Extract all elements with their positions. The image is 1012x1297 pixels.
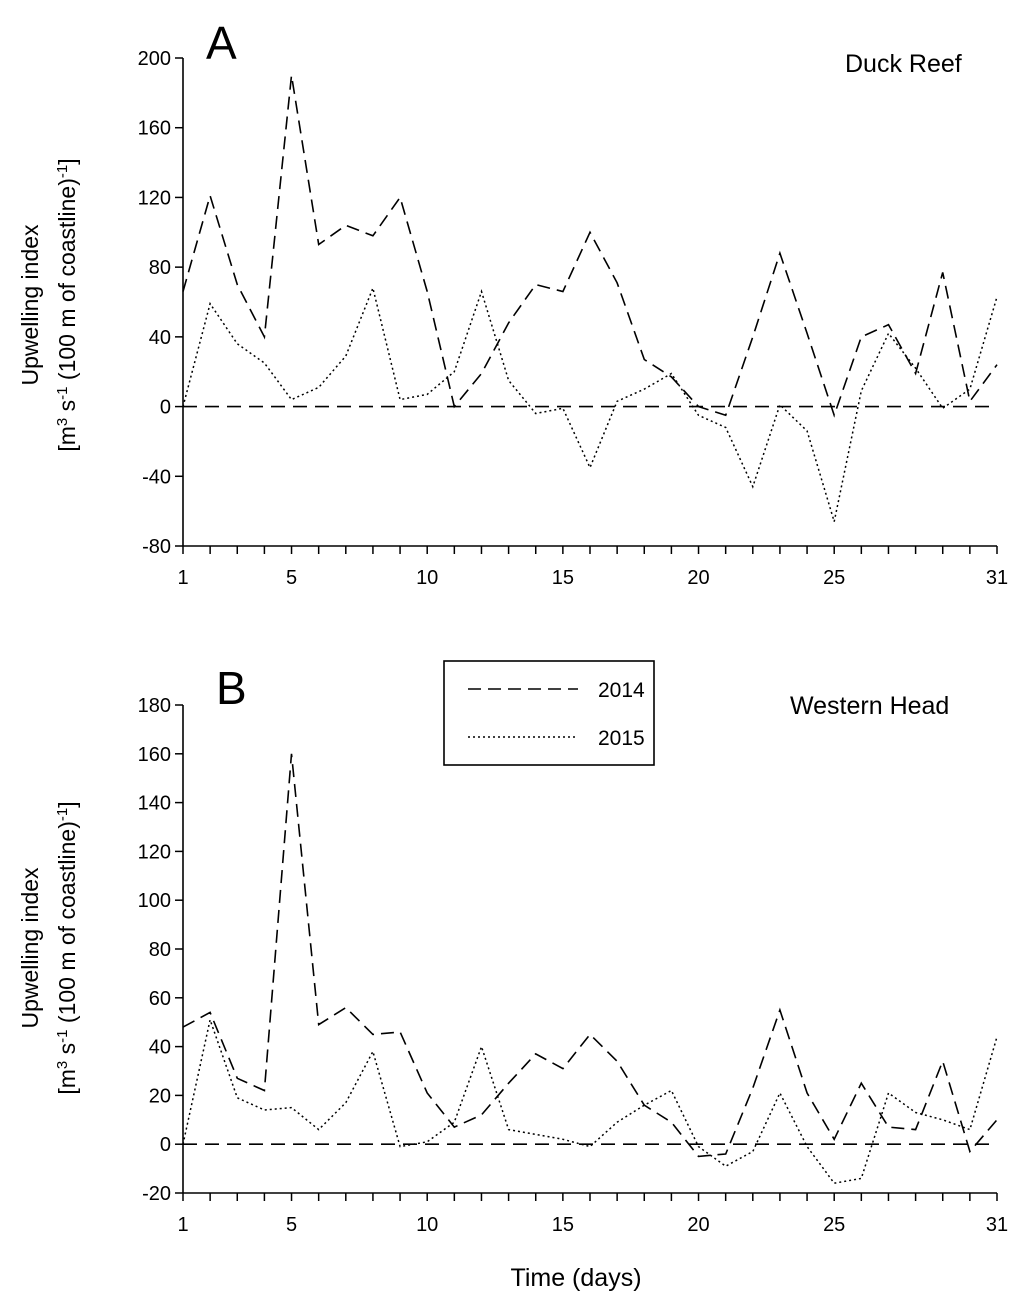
panel-a-ylabel-sup3: -1 — [54, 165, 71, 178]
panel-a-duck-reef: A Duck Reef Upwelling index [m3 s-1 (100… — [17, 17, 1008, 589]
panel-b-y-tick-label: 60 — [149, 988, 171, 1010]
panel-b-western-head: B Western Head Upwelling index [m3 s-1 (… — [17, 660, 1008, 1292]
panel-b-y-tick-label: 140 — [138, 793, 171, 815]
panel-a-y-tick-label: 200 — [138, 48, 171, 70]
panel-b-x-tick-label: 31 — [986, 1214, 1008, 1236]
panel-b-y-tick-label: 20 — [149, 1085, 171, 1107]
panel-a-axes — [182, 58, 997, 547]
panel-a-x-ticks: 1 5 10 15 20 25 31 — [177, 546, 1008, 589]
panel-a-y-tick-label: 80 — [149, 257, 171, 279]
panel-a-letter: A — [206, 17, 237, 69]
panel-b-y-tick-label: 180 — [138, 695, 171, 717]
x-axis-title: Time (days) — [510, 1264, 641, 1292]
legend-label-2014: 2014 — [598, 679, 645, 702]
panel-b-ylabel-sup1: 3 — [54, 1061, 71, 1069]
panel-a-ylabel-part1: [m — [54, 426, 80, 452]
panel-b-y-ticks: -20 0 20 40 60 80 100 120 140 160 180 — [138, 695, 183, 1205]
panel-b-series — [182, 753, 998, 1185]
panel-a-y-ticks: -80 -40 0 40 80 120 160 200 — [138, 48, 183, 558]
panel-b-ylabel-sup3: -1 — [54, 808, 71, 821]
panel-a-y-tick-label: 40 — [149, 327, 171, 349]
panel-a-y-axis-label: Upwelling index [m3 s-1 (100 m of coastl… — [17, 158, 80, 451]
panel-b-x-tick-label: 5 — [286, 1214, 297, 1236]
panel-a-x-tick-label: 25 — [823, 567, 845, 589]
panel-a-series-line-2015 — [182, 285, 998, 522]
panel-b-x-tick-label: 1 — [177, 1214, 188, 1236]
panel-b-ylabel-part3: (100 m of coastline) — [54, 821, 80, 1029]
panel-a-series-line-2014 — [182, 75, 998, 418]
panel-a-ylabel-part4: ] — [54, 158, 80, 164]
panel-b-letter: B — [216, 662, 247, 714]
panel-b-x-tick-label: 20 — [687, 1214, 709, 1236]
legend-box — [443, 660, 655, 766]
panel-b-x-tick-label: 10 — [416, 1214, 438, 1236]
panel-a-ylabel-line1: Upwelling index — [17, 224, 43, 386]
panel-b-ylabel-line2: [m3 s-1 (100 m of coastline)-1] — [54, 801, 81, 1094]
panel-a-ylabel-line2: [m3 s-1 (100 m of coastline)-1] — [54, 158, 81, 451]
panel-b-series-line-2014 — [182, 753, 998, 1158]
panel-b-ylabel-part4: ] — [54, 801, 80, 807]
panel-a-y-tick-label: 160 — [138, 118, 171, 140]
panel-a-y-tick-label: 120 — [138, 187, 171, 209]
panel-b-x-ticks: 1 5 10 15 20 25 31 — [177, 1193, 1008, 1236]
panel-a-x-tick-label: 10 — [416, 567, 438, 589]
panel-b-y-tick-label: 40 — [149, 1037, 171, 1059]
panel-b-ylabel-line1: Upwelling index — [17, 867, 43, 1029]
legend-label-2015: 2015 — [598, 727, 645, 750]
panel-a-x-tick-label: 20 — [687, 567, 709, 589]
panel-b-y-tick-label: 0 — [160, 1134, 171, 1156]
panel-a-ylabel-sup1: 3 — [54, 418, 71, 426]
panel-b-series-line-2015 — [182, 1017, 998, 1185]
panel-b-y-tick-label: 100 — [138, 890, 171, 912]
panel-b-y-tick-label: 160 — [138, 744, 171, 766]
panel-b-y-tick-label: -20 — [142, 1183, 171, 1205]
panel-b-y-tick-label: 80 — [149, 939, 171, 961]
panel-b-x-tick-label: 15 — [552, 1214, 574, 1236]
panel-b-ylabel-part2: s — [54, 1043, 80, 1061]
panel-a-ylabel-sup2: -1 — [54, 386, 71, 399]
panel-b-axes — [182, 705, 997, 1194]
panel-a-x-tick-label: 15 — [552, 567, 574, 589]
legend: 2014 2015 — [443, 660, 655, 766]
panel-a-ylabel-part2: s — [54, 400, 80, 418]
panel-b-x-tick-label: 25 — [823, 1214, 845, 1236]
panel-a-y-tick-label: 0 — [160, 397, 171, 419]
panel-a-y-tick-label: -80 — [142, 536, 171, 558]
panel-a-ylabel-part3: (100 m of coastline) — [54, 178, 80, 386]
panel-a-site-label: Duck Reef — [845, 50, 962, 78]
panel-b-y-axis-label: Upwelling index [m3 s-1 (100 m of coastl… — [17, 801, 80, 1094]
panel-b-ylabel-sup2: -1 — [54, 1029, 71, 1042]
panel-a-x-tick-label: 5 — [286, 567, 297, 589]
panel-a-x-tick-label: 1 — [177, 567, 188, 589]
panel-b-ylabel-part1: [m — [54, 1069, 80, 1095]
panel-a-y-tick-label: -40 — [142, 466, 171, 488]
panel-b-site-label: Western Head — [790, 692, 949, 720]
panel-a-series — [182, 75, 998, 522]
panel-b-y-tick-label: 120 — [138, 841, 171, 863]
panel-a-x-tick-label: 31 — [986, 567, 1008, 589]
